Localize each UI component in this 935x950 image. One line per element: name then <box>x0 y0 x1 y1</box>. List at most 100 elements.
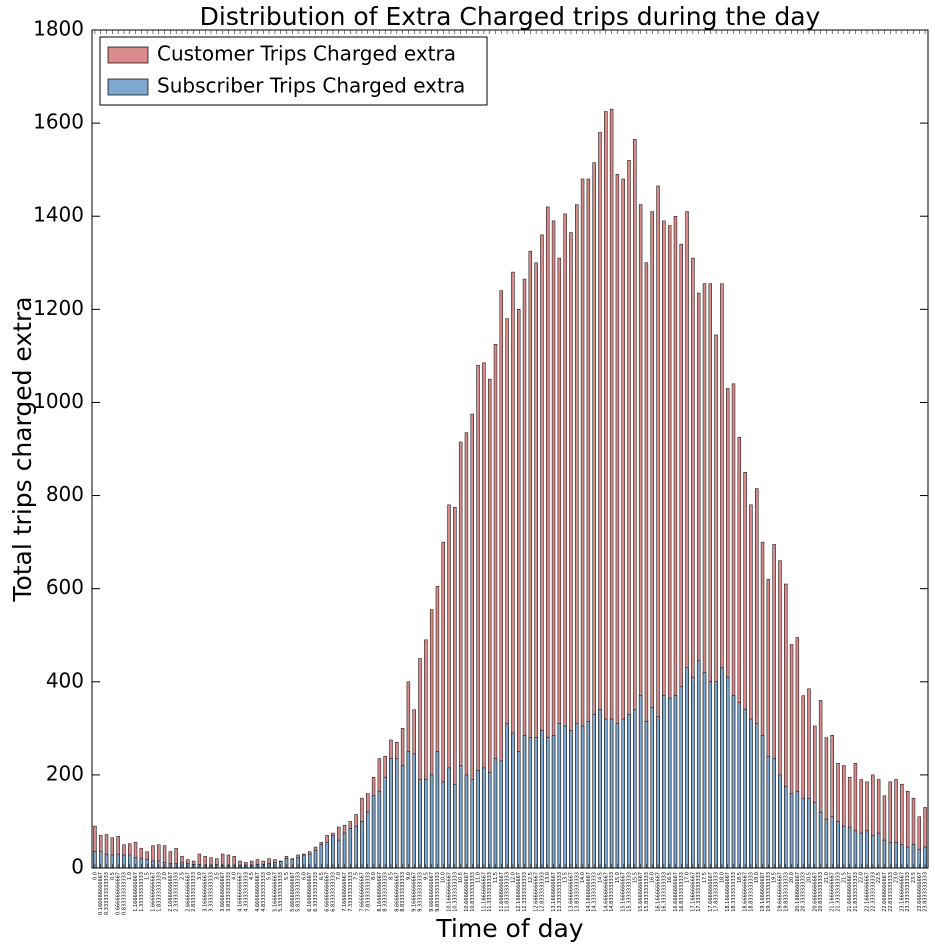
bar <box>807 797 811 869</box>
bar <box>563 725 567 869</box>
x-tick-label: 14.3333333333 <box>592 872 598 912</box>
bar <box>726 676 730 869</box>
x-tick-label: 9.5 <box>423 872 429 880</box>
x-tick-label: 18.3333333333 <box>731 872 737 912</box>
bar <box>377 790 382 869</box>
bar <box>406 751 411 869</box>
bar <box>412 753 416 869</box>
x-tick-label: 13.8333333333 <box>574 872 580 912</box>
x-tick-label: 9.16666666667 <box>412 872 418 912</box>
x-tick-label: 15.3333333333 <box>627 872 633 912</box>
x-tick-label: 2.16666666667 <box>168 872 174 912</box>
x-tick-label: 1.83333333333 <box>156 872 162 912</box>
x-tick-label: 1.16666666667 <box>133 872 139 912</box>
x-tick-label: 6.33333333333 <box>313 872 319 912</box>
bar <box>644 721 649 869</box>
x-tick-label: 20.6666666667 <box>812 872 818 912</box>
bar <box>696 660 701 869</box>
bar <box>615 723 620 869</box>
x-tick-label: 2.5 <box>179 872 185 880</box>
x-tick-label: 0.0 <box>92 872 98 880</box>
x-tick-label: 6.83333333333 <box>330 872 336 912</box>
x-tick-label: 20.1666666667 <box>795 872 801 912</box>
bar <box>511 732 515 869</box>
bar <box>673 695 678 869</box>
x-tick-label: 22.8333333333 <box>888 872 894 912</box>
x-tick-label: 20.0 <box>789 872 795 883</box>
bar <box>592 714 596 869</box>
x-tick-label: 0.666666666667 <box>116 872 122 915</box>
y-tick-label: 400 <box>46 668 84 692</box>
bar <box>551 735 556 869</box>
legend-swatch <box>107 78 149 96</box>
x-tick-label: 17.3333333333 <box>696 872 702 912</box>
x-tick-label: 19.1666666667 <box>760 872 766 912</box>
x-tick-label: 14.8333333333 <box>609 872 615 912</box>
x-tick-label: 3.0 <box>197 872 203 880</box>
bar <box>534 737 538 869</box>
x-tick-label: 9.83333333333 <box>435 872 441 912</box>
x-tick-label: 11.0 <box>476 872 482 883</box>
x-tick-label: 2.83333333333 <box>191 872 197 912</box>
x-tick-label: 12.3333333333 <box>522 872 528 912</box>
bar <box>476 769 480 869</box>
x-tick-label: 4.33333333333 <box>243 872 249 912</box>
x-tick-label: 21.5 <box>841 872 847 883</box>
x-tick-label: 15.1666666667 <box>621 872 627 912</box>
x-tick-label: 11.3333333333 <box>487 872 493 912</box>
x-tick-label: 17.1666666667 <box>690 872 696 912</box>
bar <box>453 783 457 869</box>
bar <box>679 686 683 869</box>
bar <box>546 737 550 869</box>
x-tick-label: 4.83333333333 <box>261 872 267 912</box>
x-tick-label: 7.83333333333 <box>365 872 371 912</box>
x-tick-label: 22.1666666667 <box>865 872 871 912</box>
x-tick-label: 8.66666666667 <box>394 872 400 912</box>
x-tick-label: 15.6666666667 <box>638 872 644 912</box>
legend-label: Subscriber Trips Charged extra <box>157 74 465 98</box>
x-tick-label: 11.1666666667 <box>481 872 487 912</box>
bar <box>569 730 573 869</box>
x-tick-label: 12.5 <box>528 872 534 883</box>
bar <box>656 716 660 869</box>
bar <box>470 779 474 869</box>
bar <box>505 723 509 869</box>
bar <box>667 697 672 869</box>
x-tick-label: 16.6666666667 <box>673 872 679 912</box>
x-tick-label: 20.5 <box>806 872 812 883</box>
bar <box>464 774 469 869</box>
x-tick-label: 3.66666666667 <box>220 872 226 912</box>
x-tick-label: 5.66666666667 <box>290 872 296 912</box>
x-tick-label: 18.8333333333 <box>748 872 754 912</box>
bar <box>447 767 451 869</box>
x-tick-label: 16.1666666667 <box>656 872 662 912</box>
x-tick-label: 8.16666666667 <box>377 872 383 912</box>
bar <box>557 723 562 869</box>
bar <box>360 821 364 869</box>
y-axis-label: Total trips charged extra <box>8 296 37 602</box>
x-tick-label: 21.0 <box>824 872 830 883</box>
bar <box>795 790 800 869</box>
x-tick-label: 6.5 <box>319 872 325 880</box>
x-tick-label: 1.66666666667 <box>150 872 156 912</box>
bar <box>650 707 654 869</box>
x-tick-label: 2.0 <box>162 872 168 880</box>
x-tick-label: 5.16666666667 <box>272 872 278 912</box>
x-tick-label: 4.5 <box>249 872 255 880</box>
bar <box>818 811 823 869</box>
x-tick-label: 2.33333333333 <box>174 872 180 912</box>
x-tick-label: 5.83333333333 <box>296 872 302 912</box>
x-tick-label: 5.0 <box>267 872 273 880</box>
bar <box>824 818 829 869</box>
bar <box>441 781 445 869</box>
bar <box>720 667 724 869</box>
x-tick-label: 9.66666666667 <box>429 872 435 912</box>
bar <box>853 830 858 869</box>
x-tick-label: 18.5 <box>737 872 743 883</box>
x-tick-label: 0.833333333333 <box>121 872 127 915</box>
bar <box>586 721 591 869</box>
x-tick-label: 23.0 <box>894 872 900 883</box>
y-tick-label: 1200 <box>33 296 84 320</box>
x-tick-label: 6.66666666667 <box>325 872 331 912</box>
bar <box>662 695 666 869</box>
